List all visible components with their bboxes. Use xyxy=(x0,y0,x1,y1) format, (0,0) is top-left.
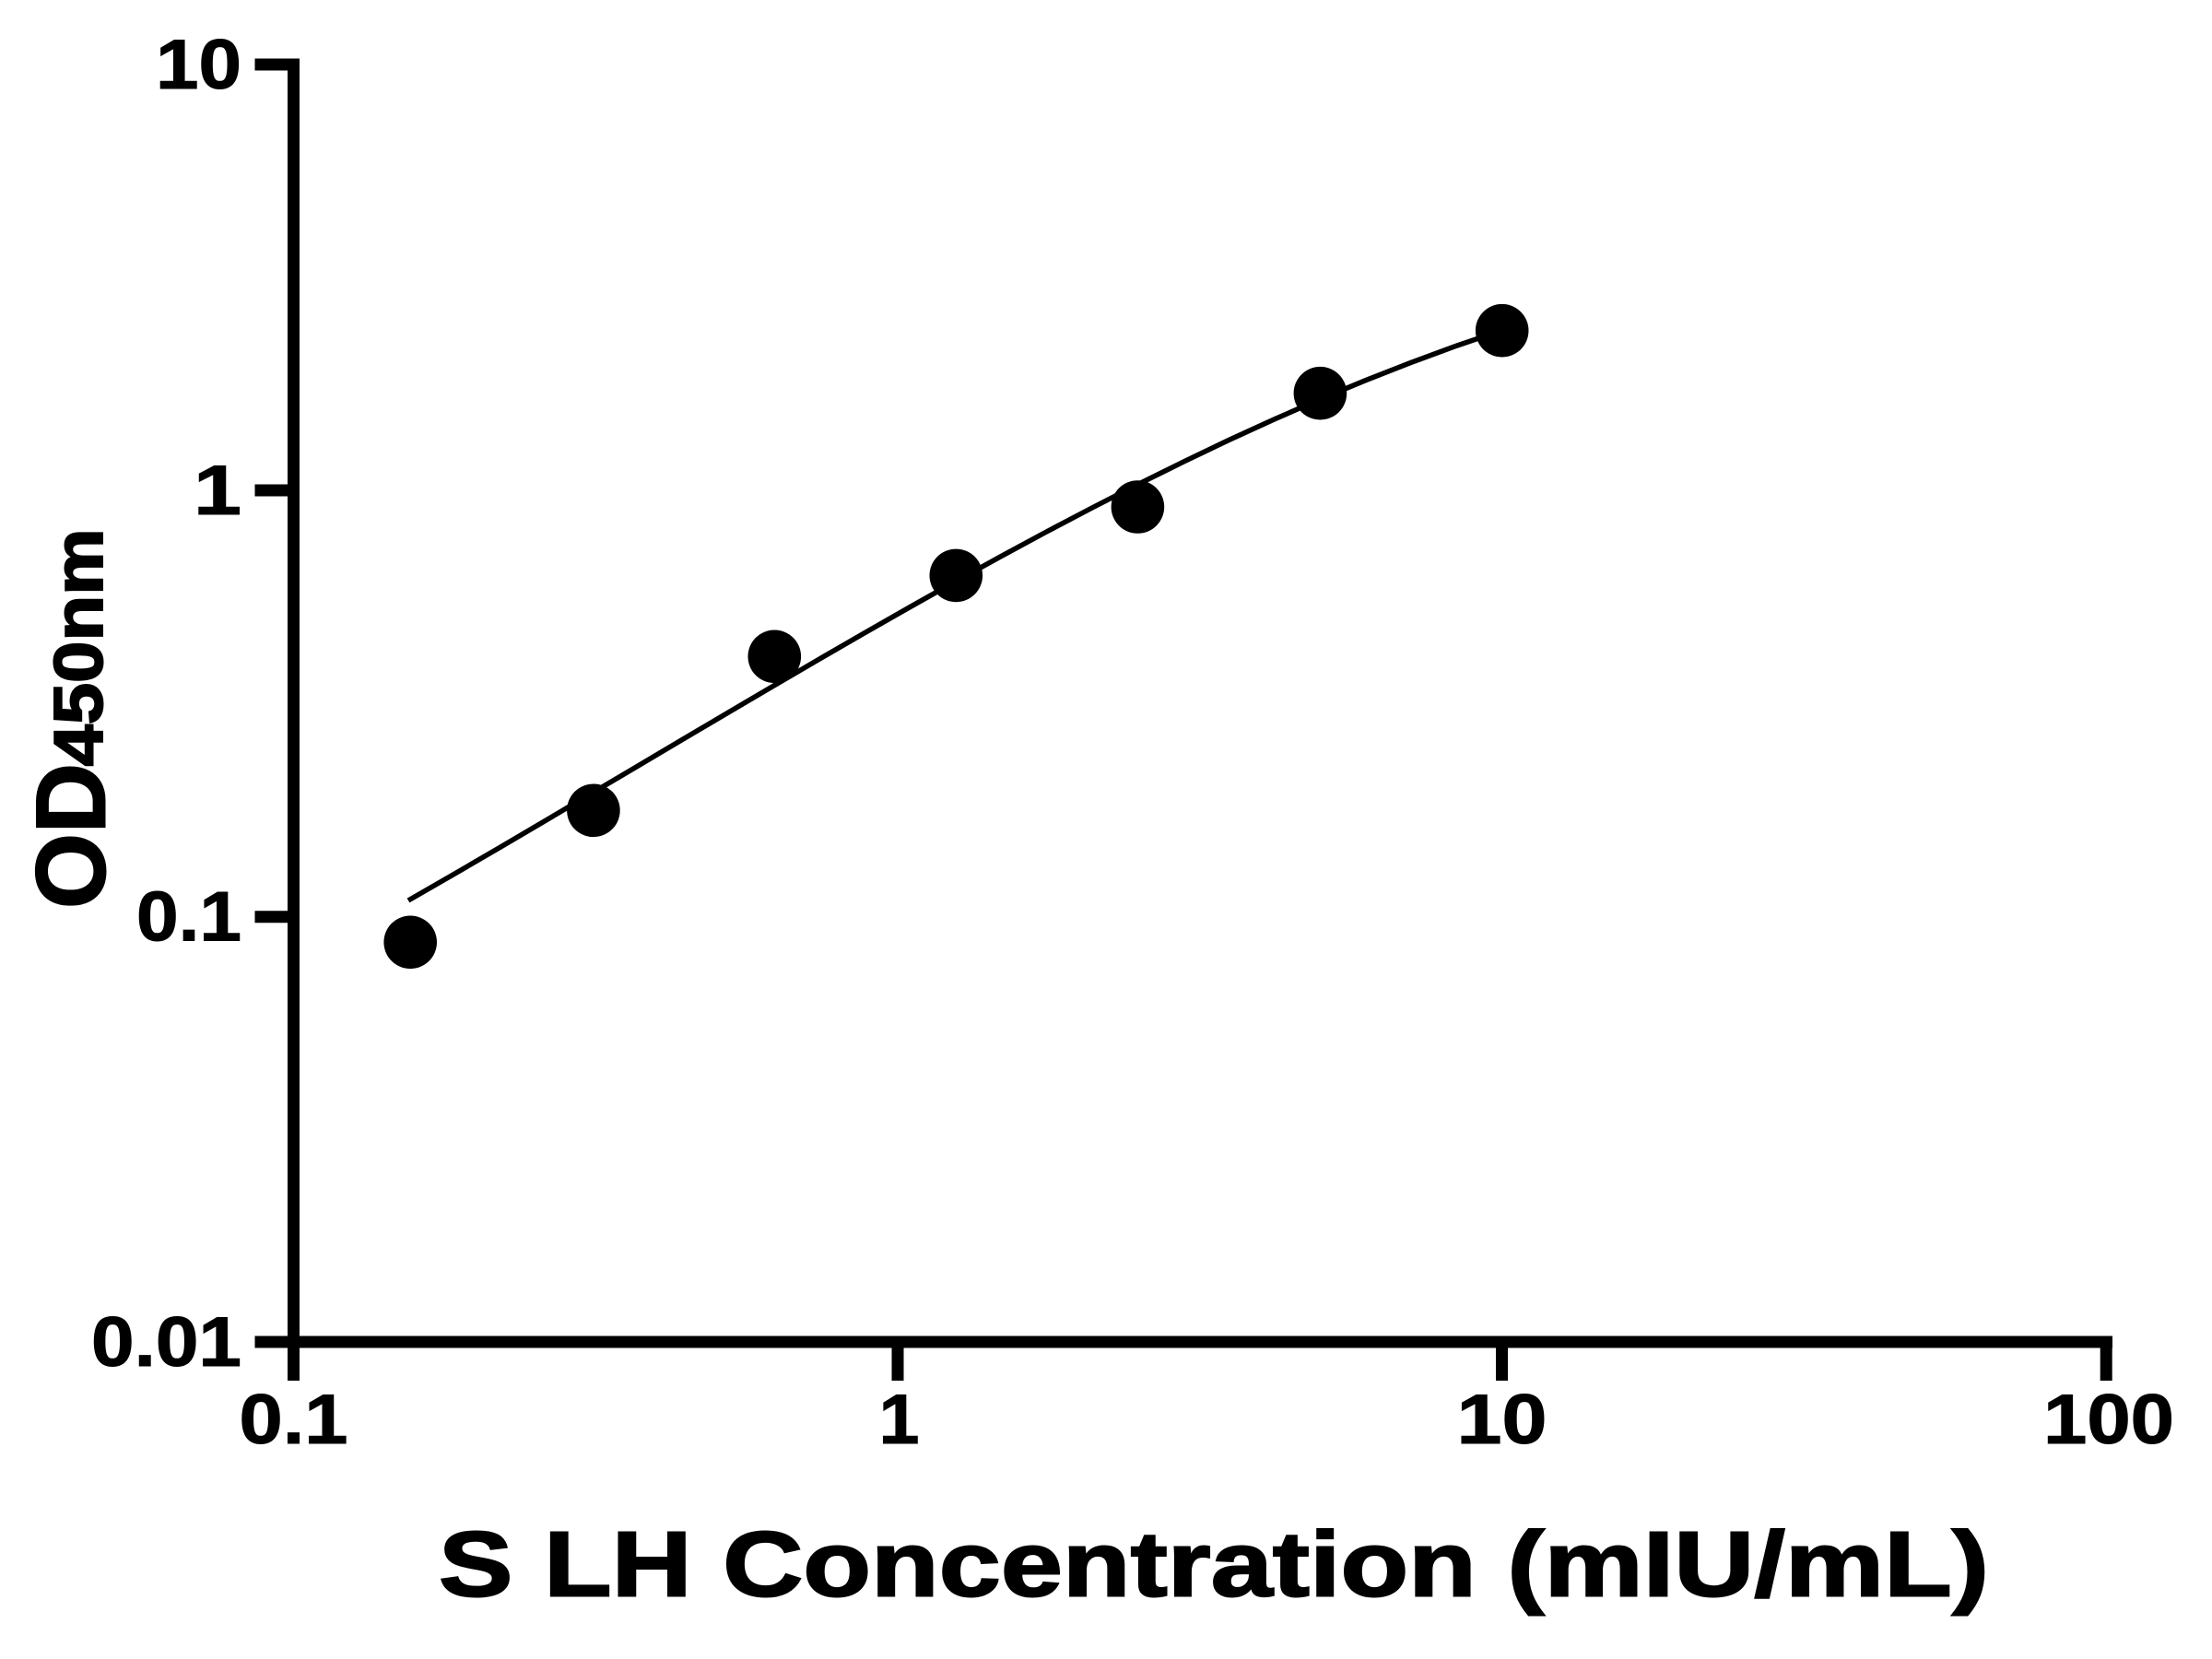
svg-text:0.1: 0.1 xyxy=(136,878,241,957)
svg-text:1: 1 xyxy=(194,452,241,530)
svg-text:S LH Concentration (mIU/mL): S LH Concentration (mIU/mL) xyxy=(439,1512,1989,1616)
svg-text:450nm: 450nm xyxy=(40,528,117,766)
svg-text:OD: OD xyxy=(16,763,126,909)
svg-text:100: 100 xyxy=(2043,1381,2174,1459)
svg-text:10: 10 xyxy=(1457,1381,1547,1459)
svg-text:0.1: 0.1 xyxy=(240,1381,348,1459)
svg-text:1: 1 xyxy=(879,1381,920,1459)
svg-text:0.01: 0.01 xyxy=(91,1303,241,1382)
svg-text:10: 10 xyxy=(156,26,241,104)
